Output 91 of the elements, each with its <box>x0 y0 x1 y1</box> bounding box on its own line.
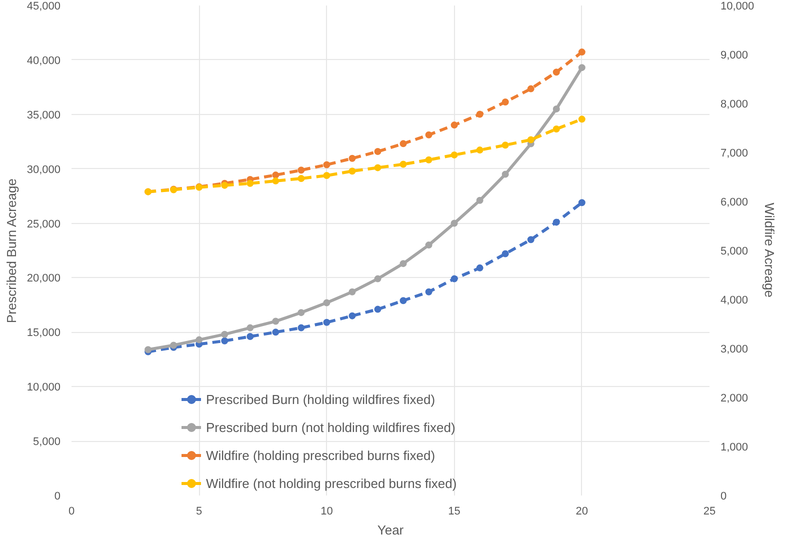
point <box>323 299 330 306</box>
point <box>400 140 407 148</box>
y2-axis-title: Wildfire Acreage <box>762 202 778 298</box>
point <box>552 105 560 112</box>
point <box>323 172 330 180</box>
point <box>578 64 586 72</box>
point <box>527 85 534 92</box>
y2-tick-label: 5,000 <box>720 246 748 258</box>
point <box>450 220 458 227</box>
y-tick-label: 5,000 <box>32 436 61 448</box>
point <box>400 160 407 168</box>
point <box>298 324 305 332</box>
y-tick-label: 15,000 <box>26 327 61 340</box>
point <box>298 174 305 182</box>
point <box>578 199 586 206</box>
point <box>425 131 432 138</box>
x-tick-label: 15 <box>448 506 460 518</box>
x-tick-label: 20 <box>576 506 588 518</box>
y-tick-label: 20,000 <box>26 272 61 285</box>
point <box>272 172 280 179</box>
point <box>502 142 509 149</box>
y2-tick-label: 9,000 <box>720 50 748 62</box>
point <box>348 288 356 296</box>
point <box>323 318 330 326</box>
point <box>348 154 356 162</box>
point <box>502 170 509 178</box>
x-tick-label: 0 <box>68 506 75 518</box>
point <box>502 98 509 106</box>
point <box>323 161 330 168</box>
legend-label: Prescribed burn (not holding wildfires fixed) <box>206 420 456 434</box>
point <box>476 110 484 118</box>
y2-tick-label: 6,000 <box>720 196 748 208</box>
point <box>246 180 254 187</box>
point <box>374 275 382 282</box>
y-tick-label: 40,000 <box>26 54 61 67</box>
y2-tick-label: 2,000 <box>720 392 748 404</box>
x-tick-label: 25 <box>703 506 716 518</box>
point <box>348 168 356 175</box>
point <box>221 330 228 338</box>
legend-label: Wildfire (holding prescribed burns fixed) <box>206 448 436 462</box>
point <box>552 125 560 132</box>
point <box>425 288 432 296</box>
point <box>552 218 560 226</box>
point <box>374 306 382 313</box>
point <box>476 146 484 154</box>
point <box>246 333 254 340</box>
point <box>552 68 560 76</box>
point <box>527 236 534 244</box>
point <box>298 166 305 174</box>
point <box>272 328 280 336</box>
point <box>400 260 407 268</box>
y-tick-label: 45,000 <box>26 0 61 12</box>
y-tick-label: 25,000 <box>26 218 61 230</box>
point <box>400 297 407 304</box>
point <box>272 177 280 184</box>
point <box>450 275 458 282</box>
y2-tick-label: 7,000 <box>720 148 748 160</box>
y-tick-label: 10,000 <box>26 382 61 394</box>
point <box>425 156 432 164</box>
y2-tick-label: 4,000 <box>720 294 748 306</box>
point <box>425 242 432 249</box>
point <box>476 196 484 204</box>
x-tick-label: 5 <box>196 506 202 518</box>
point <box>374 148 382 156</box>
y2-tick-label: 8,000 <box>720 98 748 110</box>
y2-tick-label: 10,000 <box>720 0 754 12</box>
x-axis-title: Year <box>377 522 404 538</box>
point <box>450 151 458 158</box>
point <box>348 312 356 320</box>
legend-label: Wildfire (not holding prescribed burns fixed) <box>206 476 457 490</box>
point <box>502 250 509 258</box>
point <box>246 324 254 332</box>
point <box>578 116 586 123</box>
x-tick-label: 10 <box>320 506 333 518</box>
y2-tick-label: 1,000 <box>720 442 748 454</box>
point <box>298 309 305 316</box>
point <box>221 337 228 344</box>
point <box>374 164 382 172</box>
point <box>272 318 280 325</box>
y-axis-title: Prescribed Burn Acreage <box>4 178 19 324</box>
legend-label: Prescribed Burn (holding wildfires fixed) <box>206 392 436 406</box>
point <box>476 264 484 272</box>
y2-tick-label: 3,000 <box>720 344 748 356</box>
point <box>450 122 458 129</box>
y2-tick-label: 0 <box>720 490 727 502</box>
y-tick-label: 30,000 <box>26 164 61 176</box>
point <box>527 136 534 144</box>
y-tick-label: 0 <box>54 490 61 502</box>
point <box>578 48 586 56</box>
point <box>196 336 203 344</box>
y-tick-label: 35,000 <box>26 109 61 122</box>
